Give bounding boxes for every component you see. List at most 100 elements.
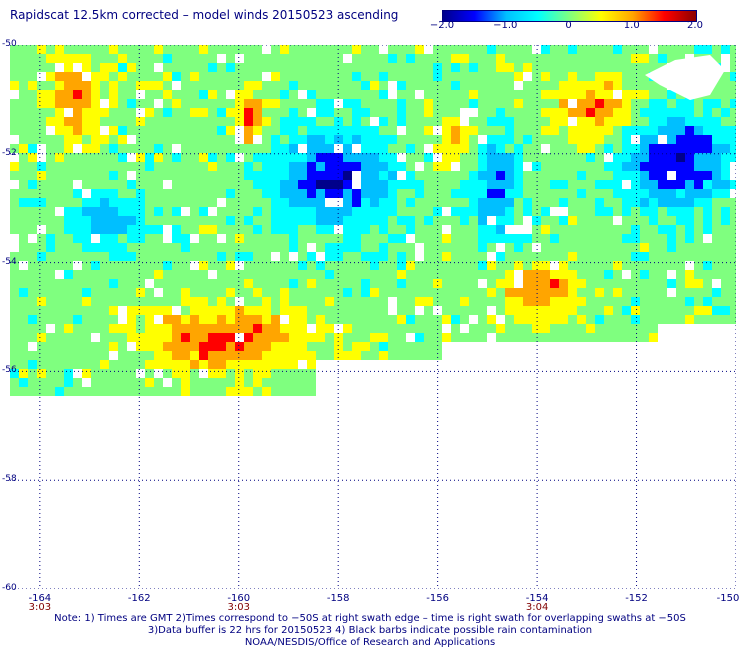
swath-cell — [289, 90, 298, 99]
notes-line-1: Note: 1) Times are GMT 2)Times correspon… — [54, 613, 686, 624]
swath-cell — [343, 324, 352, 333]
swath-cell — [595, 252, 604, 261]
swath-cell — [595, 198, 604, 207]
swath-cell — [37, 63, 46, 72]
swath-cell — [559, 297, 568, 306]
swath-cell — [406, 243, 415, 252]
swath-cell — [505, 234, 514, 243]
swath-cell — [46, 360, 55, 369]
swath-cell — [622, 81, 631, 90]
swath-cell — [280, 126, 289, 135]
swath-cell — [658, 153, 667, 162]
swath-cell — [136, 135, 145, 144]
swath-cell — [649, 153, 658, 162]
swath-cell — [631, 306, 640, 315]
swath-cell — [82, 126, 91, 135]
swath-cell — [235, 369, 244, 378]
latitude-label: -58 — [2, 474, 17, 485]
swath-cell — [136, 261, 145, 270]
swath-cell — [541, 126, 550, 135]
swath-cell — [730, 153, 736, 162]
swath-cell — [604, 45, 613, 54]
swath-cell — [55, 306, 64, 315]
swath-cell — [586, 135, 595, 144]
swath-cell — [118, 369, 127, 378]
swath-cell — [433, 108, 442, 117]
swath-cell — [163, 171, 172, 180]
swath-cell — [721, 315, 730, 324]
swath-cell — [10, 297, 19, 306]
swath-cell — [649, 189, 658, 198]
swath-cell — [451, 333, 460, 342]
swath-cell — [460, 171, 469, 180]
swath-cell — [424, 306, 433, 315]
swath-cell — [253, 306, 262, 315]
swath-cell — [550, 279, 559, 288]
swath-cell — [487, 72, 496, 81]
swath-cell — [658, 288, 667, 297]
swath-cell — [730, 198, 736, 207]
swath-cell — [190, 225, 199, 234]
swath-cell — [487, 225, 496, 234]
swath-cell — [496, 252, 505, 261]
swath-cell — [469, 45, 478, 54]
swath-cell — [460, 333, 469, 342]
swath-cell — [127, 378, 136, 387]
swath-cell — [433, 72, 442, 81]
swath-cell — [271, 315, 280, 324]
swath-cell — [694, 243, 703, 252]
swath-cell — [46, 153, 55, 162]
swath-cell — [640, 45, 649, 54]
swath-cell — [568, 225, 577, 234]
swath-cell — [541, 270, 550, 279]
swath-cell — [586, 63, 595, 72]
swath-cell — [451, 108, 460, 117]
swath-cell — [496, 171, 505, 180]
swath-cell — [316, 333, 325, 342]
swath-cell — [316, 261, 325, 270]
swath-cell — [136, 45, 145, 54]
swath-cell — [712, 90, 721, 99]
swath-cell — [46, 45, 55, 54]
swath-cell — [271, 45, 280, 54]
swath-cell — [424, 342, 433, 351]
swath-cell — [253, 117, 262, 126]
swath-cell — [10, 351, 19, 360]
swath-cell — [451, 99, 460, 108]
swath-cell — [676, 45, 685, 54]
swath-cell — [325, 162, 334, 171]
swath-cell — [649, 126, 658, 135]
swath-cell — [289, 153, 298, 162]
swath-cell — [496, 117, 505, 126]
swath-cell — [370, 252, 379, 261]
swath-cell — [64, 126, 73, 135]
swath-cell — [19, 81, 28, 90]
swath-cell — [343, 63, 352, 72]
swath-cell — [109, 360, 118, 369]
swath-cell — [397, 162, 406, 171]
swath-cell — [343, 45, 352, 54]
swath-cell — [505, 171, 514, 180]
swath-cell — [361, 315, 370, 324]
swath-cell — [73, 333, 82, 342]
swath-cell — [460, 153, 469, 162]
swath-cell — [541, 108, 550, 117]
swath-cell — [289, 261, 298, 270]
swath-cell — [541, 324, 550, 333]
swath-cell — [172, 216, 181, 225]
swath-cell — [514, 252, 523, 261]
swath-cell — [658, 54, 667, 63]
swath-cell — [397, 54, 406, 63]
swath-cell — [199, 387, 208, 396]
swath-cell — [577, 243, 586, 252]
swath-cell — [442, 297, 451, 306]
swath-cell — [118, 117, 127, 126]
swath-cell — [676, 315, 685, 324]
swath-cell — [118, 54, 127, 63]
swath-cell — [550, 306, 559, 315]
swath-cell — [244, 90, 253, 99]
swath-cell — [37, 387, 46, 396]
swath-cell — [298, 252, 307, 261]
swath-cell — [280, 207, 289, 216]
swath-cell — [604, 333, 613, 342]
